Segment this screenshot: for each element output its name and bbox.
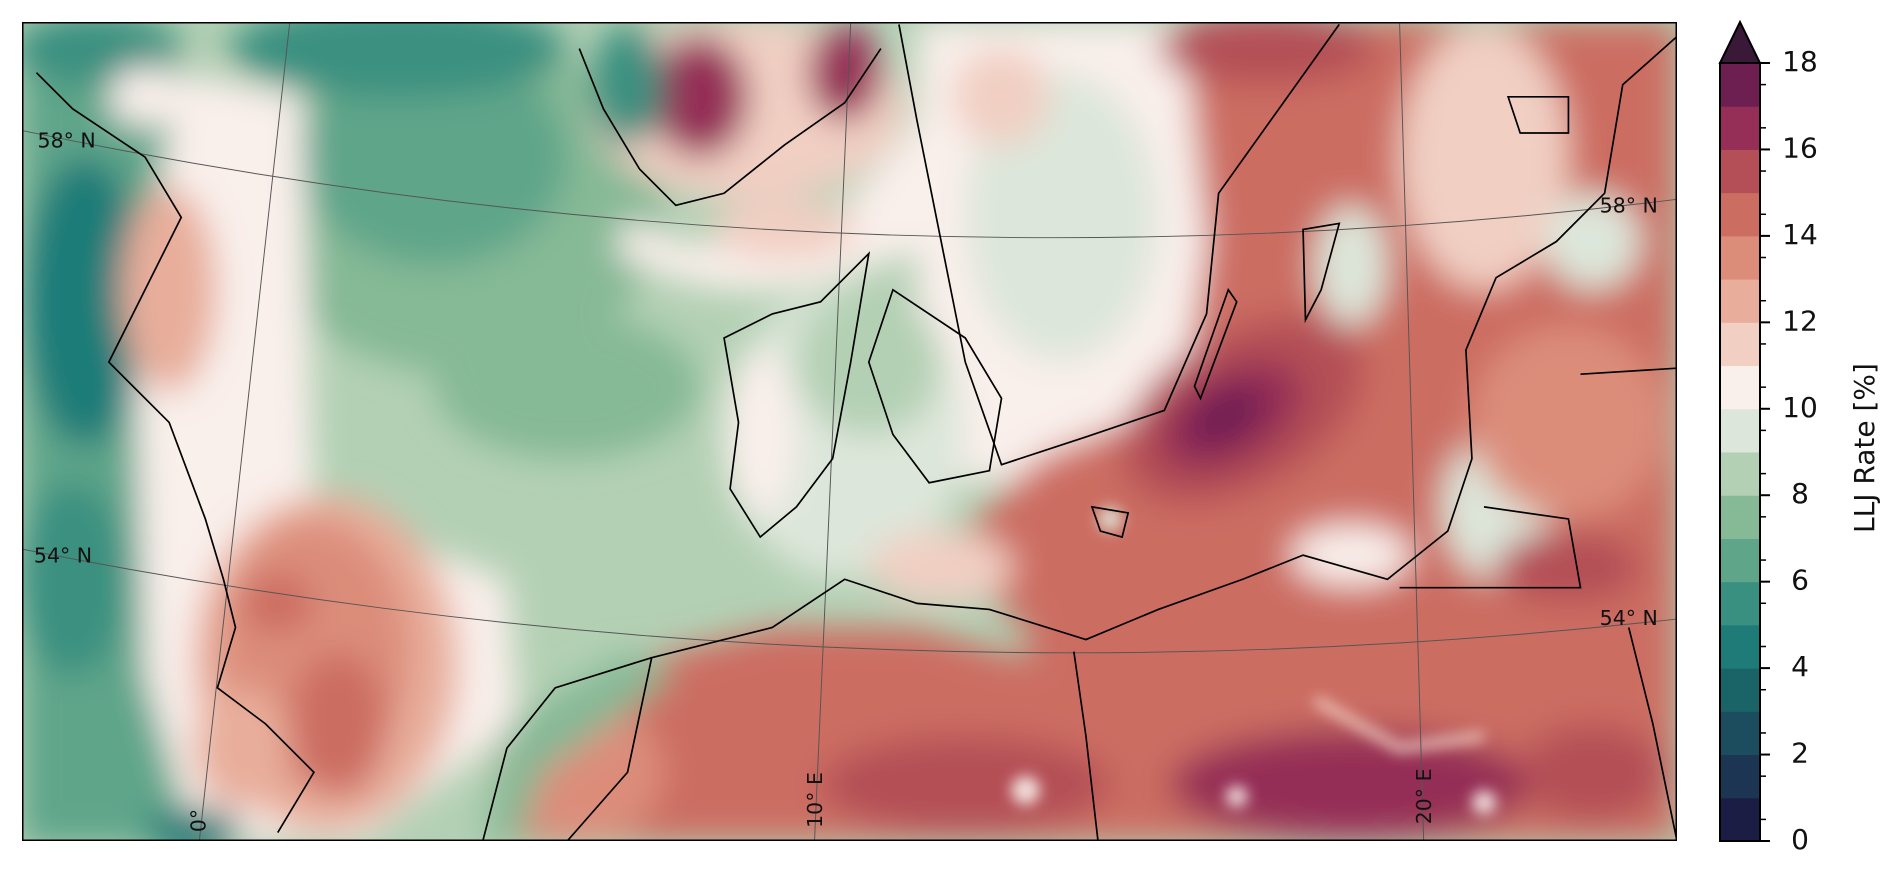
colorbar-band <box>1720 797 1760 842</box>
colorbar-band <box>1720 495 1760 539</box>
colorbar-label: LLJ Rate [%] <box>1848 363 1881 533</box>
gridline-label: 54° N <box>34 543 92 567</box>
colorbar-tick-label: 0 <box>1791 823 1809 856</box>
colorbar-band <box>1720 149 1760 194</box>
colorbar-band <box>1720 452 1760 496</box>
colorbar-band <box>1720 235 1760 280</box>
gridline-label: 0° <box>186 809 210 832</box>
gridline-label: 58° N <box>38 128 96 152</box>
gridline-label: 20° E <box>1412 768 1436 824</box>
map: 58° N 54° N 58° N 54° N 0° 10° E 20° E <box>22 22 1677 841</box>
colorbar-tick-label: 14 <box>1782 218 1818 251</box>
colorbar-band <box>1720 63 1760 107</box>
colorbar-band <box>1720 668 1760 712</box>
colorbar-tick-label: 8 <box>1791 477 1809 510</box>
colorbar-tick-label: 6 <box>1791 564 1809 597</box>
colorbar-tick-label: 18 <box>1782 45 1818 78</box>
colorbar-band <box>1720 279 1760 323</box>
colorbar-band <box>1720 581 1760 626</box>
colorbar-tick-label: 16 <box>1782 131 1818 164</box>
colorbar-band <box>1720 754 1760 799</box>
colorbar-band <box>1720 408 1760 453</box>
gridline-label: 10° E <box>803 772 827 828</box>
colorbar-band <box>1720 365 1760 410</box>
gridline-label: 58° N <box>1600 194 1658 218</box>
gridline-label: 54° N <box>1600 606 1658 630</box>
colorbar-band <box>1720 192 1760 237</box>
colorbar-band <box>1720 538 1760 583</box>
colorbar-tick-label: 4 <box>1791 650 1809 683</box>
colorbar-tick-label: 2 <box>1791 737 1809 770</box>
colorbar-tick-label: 12 <box>1782 304 1818 337</box>
map-field: 58° N 54° N 58° N 54° N 0° 10° E 20° E <box>22 22 1677 841</box>
colorbar-tick-label: 10 <box>1782 391 1818 424</box>
colorbar-band <box>1720 106 1760 150</box>
colorbar-frame <box>1719 62 1761 842</box>
colorbar-band <box>1720 711 1760 756</box>
colorbar-band <box>1720 624 1760 669</box>
colorbar-extend <box>1718 19 1762 64</box>
colorbar-band <box>1720 322 1760 367</box>
